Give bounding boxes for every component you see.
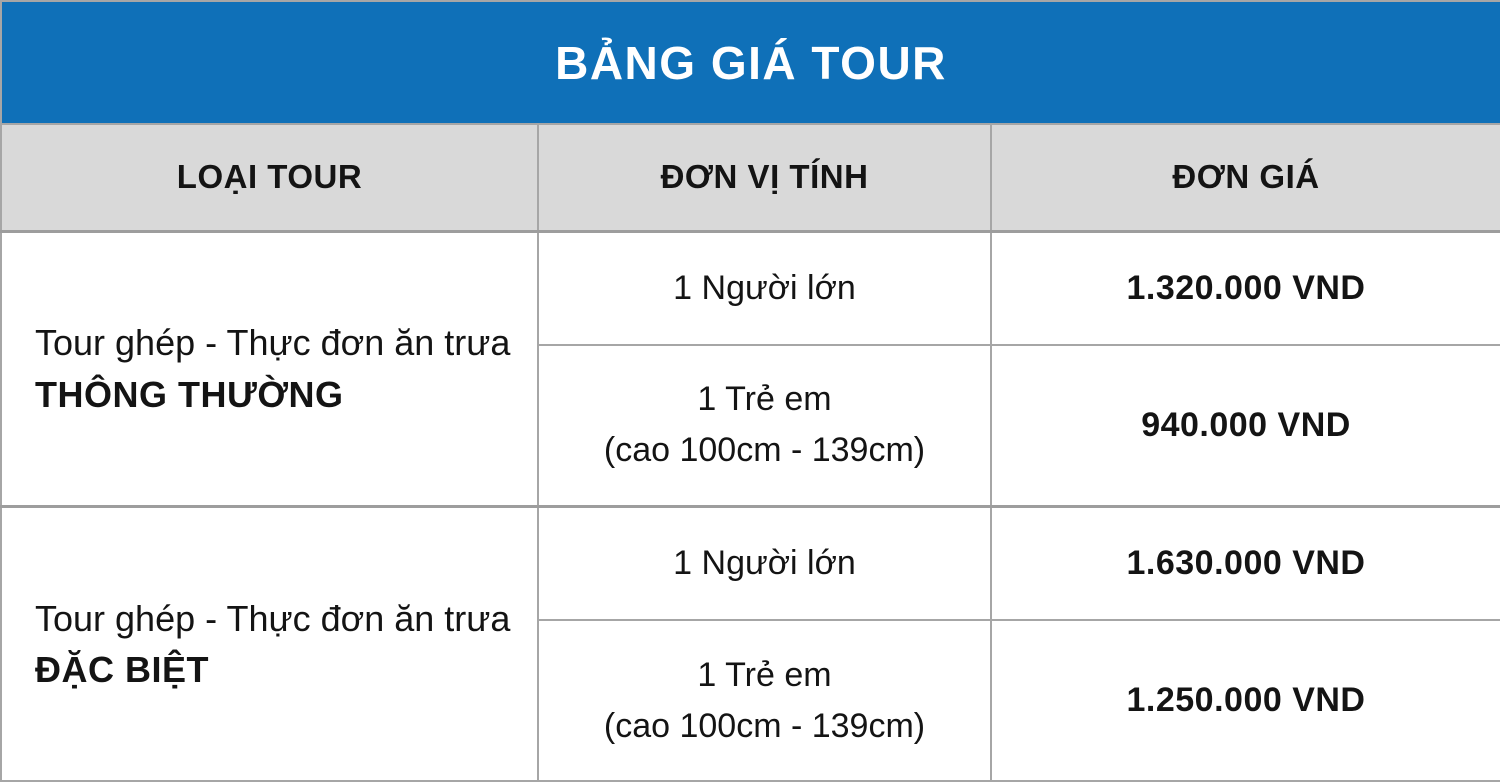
unit-cell: 1 Người lớn	[537, 230, 992, 347]
unit-cell: 1 Trẻ em (cao 100cm - 139cm)	[537, 619, 992, 782]
tour-name: Tour ghép - Thực đơn ăn trưa	[35, 322, 511, 364]
tour-type-cell-special: Tour ghép - Thực đơn ăn trưa ĐẶC BIỆT	[0, 504, 539, 782]
unit-cell: 1 Trẻ em (cao 100cm - 139cm)	[537, 344, 992, 508]
column-header-tour-type: LOẠI TOUR	[0, 123, 539, 233]
unit-label: 1 Người lớn	[673, 268, 856, 307]
tour-variant: ĐẶC BIỆT	[35, 648, 209, 690]
table-title: BẢNG GIÁ TOUR	[0, 0, 1500, 126]
unit-label: 1 Trẻ em	[697, 655, 832, 694]
price-cell: 1.630.000 VND	[989, 504, 1500, 622]
table-row: 1 Trẻ em (cao 100cm - 139cm) 1.250.000 V…	[1, 619, 1500, 782]
price-cell: 1.250.000 VND	[989, 619, 1500, 782]
title-row: BẢNG GIÁ TOUR	[0, 0, 1500, 126]
table-row: 1 Trẻ em (cao 100cm - 139cm) 940.000 VND	[1, 344, 1500, 508]
tour-type-cell-standard: Tour ghép - Thực đơn ăn trưa THÔNG THƯỜN…	[0, 230, 539, 508]
unit-height-note: (cao 100cm - 139cm)	[603, 706, 926, 745]
column-header-unit: ĐƠN VỊ TÍNH	[537, 123, 992, 233]
tour-variant: THÔNG THƯỜNG	[35, 373, 344, 415]
column-header-row: LOẠI TOUR ĐƠN VỊ TÍNH ĐƠN GIÁ	[0, 123, 1500, 233]
unit-label: 1 Người lớn	[673, 543, 856, 582]
unit-height-note: (cao 100cm - 139cm)	[603, 431, 926, 470]
table-row: Tour ghép - Thực đơn ăn trưa THÔNG THƯỜN…	[0, 230, 1500, 508]
column-header-price: ĐƠN GIÁ	[989, 123, 1500, 233]
table-row: Tour ghép - Thực đơn ăn trưa ĐẶC BIỆT 1 …	[0, 504, 1500, 782]
unit-label: 1 Trẻ em	[697, 380, 832, 419]
price-cell: 940.000 VND	[989, 344, 1500, 508]
tour-name: Tour ghép - Thực đơn ăn trưa	[35, 597, 511, 639]
price-cell: 1.320.000 VND	[989, 230, 1500, 347]
unit-cell: 1 Người lớn	[537, 504, 992, 622]
